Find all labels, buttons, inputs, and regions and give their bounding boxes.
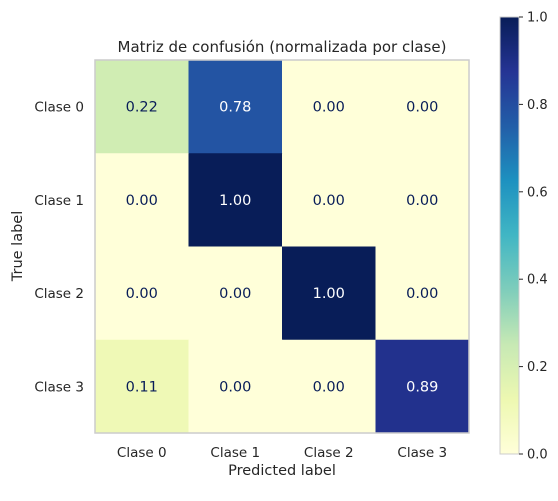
heatmap-cell <box>188 60 283 154</box>
heatmap-cells <box>95 60 470 434</box>
colorbar-tick-label: 1.0 <box>527 11 548 26</box>
cell-value-label: 1.00 <box>219 193 251 209</box>
heatmap-cell <box>95 339 189 434</box>
cell-value-label: 0.00 <box>126 193 158 209</box>
cell-value-label: 0.22 <box>126 100 158 116</box>
heatmap-cell <box>282 246 376 341</box>
y-tick-labels: Clase 0 Clase 1 Clase 2 Clase 3 <box>34 100 84 396</box>
colorbar-tick-label: 0.8 <box>527 98 548 113</box>
x-tick-label: Clase 2 <box>304 445 354 461</box>
colorbar-tick-label: 0.0 <box>527 448 548 463</box>
colorbar <box>499 16 520 455</box>
cell-value-label: 0.00 <box>313 379 345 395</box>
cell-value-label: 1.00 <box>313 286 345 302</box>
heatmap-cell <box>375 153 470 247</box>
heatmap-cell <box>375 339 470 434</box>
colorbar-tick-label: 0.6 <box>527 185 548 200</box>
heatmap-cell <box>95 246 189 341</box>
y-tick-label: Clase 0 <box>34 100 84 116</box>
y-tick-label: Clase 2 <box>34 286 84 302</box>
cell-value-label: 0.89 <box>406 379 438 395</box>
plot-frame <box>94 59 470 434</box>
heatmap-cell <box>375 60 470 154</box>
x-tick-label: Clase 0 <box>117 445 167 461</box>
heatmap-cell <box>282 153 376 247</box>
x-tick-label: Clase 1 <box>210 445 260 461</box>
x-axis-label: Predicted label <box>228 463 336 479</box>
cell-value-label: 0.00 <box>313 100 345 116</box>
cell-value-label: 0.00 <box>219 286 251 302</box>
cell-value-label: 0.00 <box>406 286 438 302</box>
chart-title: Matriz de confusión (normalizada por cla… <box>118 38 447 56</box>
heatmap-cell <box>282 339 376 434</box>
heatmap-cell-labels: 0.22 0.78 0.00 0.00 0.00 1.00 0.00 0.00 0.00 0.00… <box>126 100 439 396</box>
colorbar-ticks: 0.0 0.2 0.4 0.6 0.8 1.0 <box>519 11 548 463</box>
cell-value-label: 0.00 <box>406 193 438 209</box>
cell-value-label: 0.11 <box>126 379 158 395</box>
colorbar-tick-label: 0.4 <box>527 273 548 288</box>
heatmap-cell <box>188 339 283 434</box>
cell-value-label: 0.00 <box>126 286 158 302</box>
heatmap-cell <box>95 60 189 154</box>
y-axis-label: True label <box>10 211 26 282</box>
heatmap-cell <box>95 153 189 247</box>
heatmap-cell <box>188 246 283 341</box>
cell-value-label: 0.00 <box>219 379 251 395</box>
heatmap-cell <box>188 153 283 247</box>
y-tick-label: Clase 1 <box>34 193 84 209</box>
cell-value-label: 0.00 <box>406 100 438 116</box>
heatmap-cell <box>375 246 470 341</box>
x-tick-label: Clase 3 <box>397 445 447 461</box>
cell-value-label: 0.78 <box>219 100 251 116</box>
heatmap-cell <box>282 60 376 154</box>
y-tick-label: Clase 3 <box>34 379 84 395</box>
x-tick-labels: Clase 0 Clase 1 Clase 2 Clase 3 <box>117 445 447 461</box>
colorbar-tick-label: 0.2 <box>527 360 548 375</box>
cell-value-label: 0.00 <box>313 193 345 209</box>
